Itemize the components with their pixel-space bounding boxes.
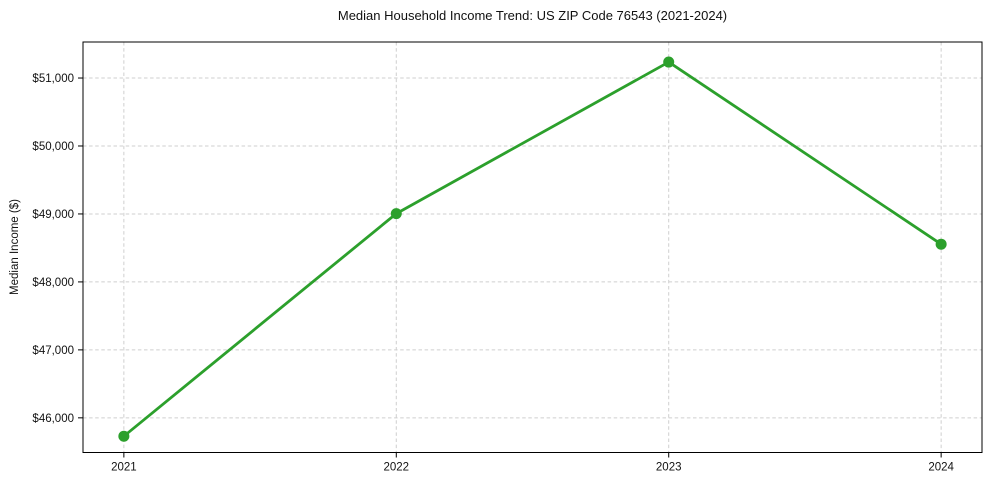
y-tick-label: $47,000	[32, 345, 74, 357]
x-tick-label: 2021	[111, 462, 137, 474]
data-point	[390, 208, 402, 220]
data-point	[663, 56, 675, 68]
y-tick-label: $48,000	[32, 277, 74, 289]
y-tick-label: $49,000	[32, 209, 74, 221]
x-tick-label: 2023	[656, 462, 682, 474]
income-line	[122, 60, 943, 438]
data-point	[118, 430, 130, 442]
y-axis-title: Median Income ($)	[9, 199, 21, 295]
y-tick-label: $46,000	[32, 413, 74, 425]
y-tick-label: $51,000	[32, 73, 74, 85]
y-tick-label: $50,000	[32, 141, 74, 153]
plot-border	[82, 41, 983, 453]
data-point	[935, 238, 947, 250]
chart-title: Median Household Income Trend: US ZIP Co…	[337, 8, 728, 23]
x-tick-label: 2024	[928, 462, 954, 474]
x-tick-label: 2022	[383, 462, 409, 474]
